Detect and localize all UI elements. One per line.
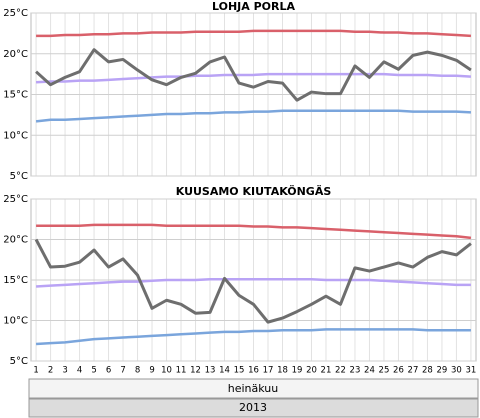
x-tick-label: 16 xyxy=(248,366,259,376)
x-tick-label: 19 xyxy=(292,366,303,376)
x-tick-label: 14 xyxy=(219,366,230,376)
x-tick-label: 20 xyxy=(306,366,317,376)
x-tick-label: 24 xyxy=(364,366,375,376)
series-line xyxy=(35,48,472,102)
x-tick-label: 1 xyxy=(33,366,38,376)
series-line xyxy=(36,277,471,288)
x-tick-label: 17 xyxy=(263,366,274,376)
series-line xyxy=(36,72,471,84)
y-tick-label: 5°C xyxy=(10,171,28,182)
series-line xyxy=(36,328,471,346)
x-tick-label: 7 xyxy=(120,366,125,376)
x-tick-label: 12 xyxy=(190,366,201,376)
x-tick-label: 4 xyxy=(77,366,82,376)
x-tick-label: 10 xyxy=(161,366,172,376)
x-tick-label: 15 xyxy=(234,366,245,376)
y-tick-label: 10°C xyxy=(3,316,28,327)
x-tick-label: 21 xyxy=(321,366,332,376)
x-tick-label: 25 xyxy=(379,366,390,376)
series-line xyxy=(36,223,472,240)
month-label: heinäkuu xyxy=(228,382,278,395)
x-tick-label: 5 xyxy=(91,366,96,376)
chart-title: LOHJA PORLA xyxy=(212,0,296,13)
x-tick-label: 8 xyxy=(135,366,140,376)
year-label: 2013 xyxy=(239,401,267,414)
y-tick-label: 15°C xyxy=(3,90,28,101)
y-tick-label: 20°C xyxy=(3,49,28,60)
x-tick-label: 11 xyxy=(176,366,187,376)
y-tick-label: 25°C xyxy=(3,8,28,19)
y-tick-label: 25°C xyxy=(3,194,28,205)
x-tick-label: 22 xyxy=(335,366,346,376)
x-tick-label: 13 xyxy=(205,366,216,376)
series-line xyxy=(35,109,471,123)
x-tick-label: 2 xyxy=(48,366,53,376)
x-tick-label: 27 xyxy=(408,366,419,376)
month-band xyxy=(28,378,479,399)
chart-title: KUUSAMO KIUTAKÖNGÄS xyxy=(176,184,332,198)
y-tick-label: 15°C xyxy=(3,275,28,286)
x-tick-label: 30 xyxy=(451,366,462,376)
x-tick-label: 23 xyxy=(350,366,361,376)
x-tick-label: 29 xyxy=(437,366,448,376)
x-tick-label: 9 xyxy=(149,366,154,376)
x-tick-label: 31 xyxy=(466,366,477,376)
x-tick-label: 26 xyxy=(393,366,404,376)
x-tick-label: 28 xyxy=(422,366,433,376)
x-tick-label: 6 xyxy=(106,366,111,376)
y-tick-label: 5°C xyxy=(10,356,28,367)
series-line xyxy=(36,29,471,38)
x-tick-label: 3 xyxy=(62,366,67,376)
x-tick-label: 18 xyxy=(277,366,288,376)
year-band xyxy=(28,398,479,418)
series-line xyxy=(34,238,472,324)
y-tick-label: 10°C xyxy=(3,130,28,141)
y-tick-label: 20°C xyxy=(3,235,28,246)
